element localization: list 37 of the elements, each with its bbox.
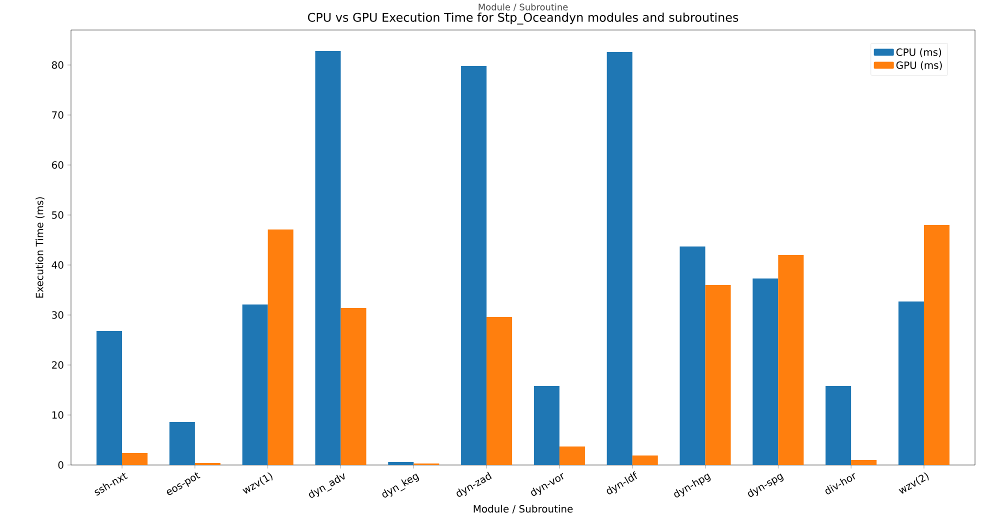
chart-title: CPU vs GPU Execution Time for Stp_Oceandyn modules and subroutines bbox=[308, 12, 738, 24]
bar bbox=[752, 278, 778, 465]
y-tick-label: 80 bbox=[52, 61, 64, 69]
bar bbox=[242, 304, 268, 465]
bar bbox=[778, 255, 804, 465]
y-axis-title: Execution Time (ms) bbox=[36, 197, 44, 298]
legend-label: CPU (ms) bbox=[896, 48, 942, 58]
y-tick-label: 10 bbox=[52, 411, 64, 419]
y-tick-label: 60 bbox=[52, 161, 64, 169]
y-tick-label: 50 bbox=[52, 211, 64, 219]
bar bbox=[851, 460, 877, 465]
bar bbox=[632, 456, 658, 465]
bar bbox=[559, 446, 585, 465]
bar bbox=[461, 66, 487, 465]
bar bbox=[169, 422, 195, 465]
legend-label: GPU (ms) bbox=[896, 61, 942, 70]
y-tick-label: 40 bbox=[52, 261, 64, 269]
bar bbox=[898, 302, 924, 465]
x-axis-title: Module / Subroutine bbox=[474, 504, 573, 514]
bar bbox=[606, 52, 632, 465]
y-tick-label: 0 bbox=[58, 461, 64, 469]
bar bbox=[924, 225, 950, 465]
bar bbox=[680, 246, 706, 465]
bar bbox=[388, 462, 414, 465]
bar bbox=[705, 285, 731, 465]
bar bbox=[534, 386, 560, 465]
bar bbox=[486, 317, 512, 465]
bar bbox=[826, 386, 852, 465]
text: Module / Subroutine bbox=[478, 4, 568, 12]
y-tick-label: 20 bbox=[52, 361, 64, 369]
bar bbox=[96, 331, 122, 465]
bar bbox=[122, 453, 148, 465]
bar bbox=[315, 51, 341, 465]
bar bbox=[268, 230, 294, 465]
y-tick-label: 70 bbox=[52, 111, 64, 119]
y-tick-label: 30 bbox=[52, 311, 64, 319]
bar bbox=[340, 308, 366, 465]
